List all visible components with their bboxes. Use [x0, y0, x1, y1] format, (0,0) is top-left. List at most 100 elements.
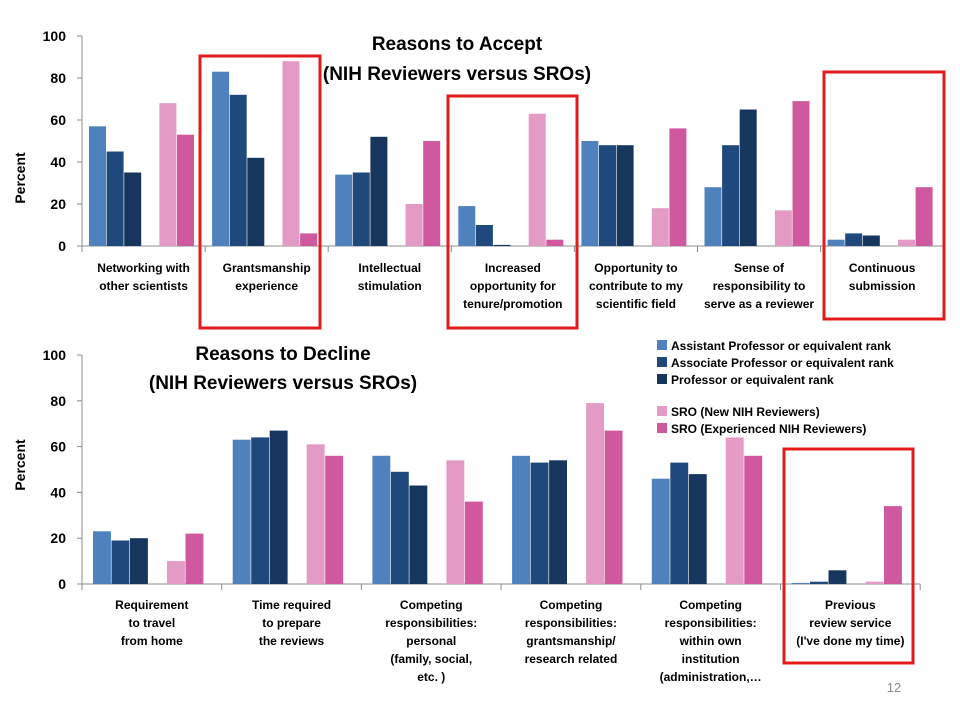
- category-label: serve as a reviewer: [704, 297, 814, 311]
- bar: [390, 471, 409, 584]
- category-label: Continuous: [849, 261, 916, 275]
- bar: [458, 206, 476, 246]
- bar: [739, 109, 757, 246]
- category-label: tenure/promotion: [463, 297, 562, 311]
- bar: [352, 172, 370, 246]
- legend-swatch: [657, 406, 667, 416]
- category-label: Competing: [400, 598, 463, 612]
- chart-title-line: (NIH Reviewers versus SROs): [323, 64, 591, 85]
- chart-title-line: Reasons to Decline: [195, 344, 370, 365]
- page-number: 12: [886, 680, 902, 695]
- bar: [464, 501, 483, 584]
- category-label: responsibilities:: [525, 616, 617, 630]
- bar: [599, 145, 616, 246]
- y-tick-label: 0: [58, 238, 66, 254]
- bar: [688, 474, 707, 584]
- bar: [493, 244, 511, 246]
- y-tick-label: 40: [50, 154, 66, 170]
- category-label: contribute to my: [589, 279, 683, 293]
- bar: [251, 437, 270, 584]
- category-label: from home: [121, 634, 183, 648]
- bar: [865, 581, 884, 584]
- y-tick-label: 40: [50, 484, 66, 500]
- legend-swatch: [657, 423, 667, 433]
- category-label: scientific field: [596, 297, 676, 311]
- category-label: institution: [682, 652, 740, 666]
- chart-accept: Reasons to Accept (NIH Reviewers versus S…: [12, 28, 946, 330]
- chart-title-line: (NIH Reviewers versus SROs): [149, 373, 417, 394]
- legend-swatch: [657, 374, 667, 384]
- category-label: other scientists: [99, 279, 188, 293]
- bar: [744, 455, 763, 584]
- highlight-box: [782, 447, 915, 665]
- category-label: Competing: [679, 598, 742, 612]
- bar: [212, 71, 230, 246]
- category-label: submission: [849, 279, 916, 293]
- legend-swatch: [657, 357, 667, 367]
- category-label: responsibilities:: [385, 616, 477, 630]
- bar: [124, 172, 142, 246]
- chart-title-line: Reasons to Accept: [372, 34, 543, 55]
- category-label: responsibility to: [713, 279, 806, 293]
- legend-swatch: [657, 340, 667, 350]
- bar: [306, 444, 325, 584]
- y-axis-label: Percent: [12, 152, 28, 204]
- bar: [549, 460, 567, 584]
- y-tick-label: 0: [58, 576, 66, 592]
- bar: [106, 151, 124, 246]
- bar: [405, 204, 423, 246]
- bar: [828, 570, 847, 584]
- bar: [898, 239, 915, 246]
- bar: [409, 485, 428, 584]
- y-tick-label: 100: [43, 347, 67, 363]
- category-label: (administration,…: [660, 670, 762, 684]
- category-label: (I've done my time): [796, 634, 904, 648]
- bar: [774, 210, 792, 246]
- category-label: Increased: [485, 261, 541, 275]
- bar: [89, 126, 106, 246]
- category-label: experience: [235, 279, 298, 293]
- category-label: Intellectual: [358, 261, 421, 275]
- bar: [423, 141, 441, 246]
- bar: [229, 94, 247, 246]
- bar: [704, 187, 722, 246]
- bar: [669, 128, 687, 246]
- y-tick-label: 80: [50, 70, 66, 86]
- bar: [130, 538, 148, 584]
- legend-label: SRO (Experienced NIH Reviewers): [671, 422, 866, 436]
- highlight-box: [822, 70, 946, 321]
- category-label: the reviews: [259, 634, 325, 648]
- bar: [167, 561, 185, 584]
- bar: [177, 134, 194, 246]
- bar: [512, 455, 530, 584]
- bar: [159, 103, 177, 246]
- category-label: Opportunity to: [594, 261, 677, 275]
- bar: [722, 145, 740, 246]
- bar: [915, 187, 933, 246]
- bar: [93, 531, 111, 584]
- bar: [616, 145, 634, 246]
- bar: [232, 439, 251, 584]
- bar: [528, 113, 546, 246]
- bar: [791, 582, 810, 584]
- category-label: to prepare: [262, 616, 321, 630]
- highlight-box: [446, 94, 579, 330]
- category-label: Time required: [252, 598, 331, 612]
- bar: [111, 540, 130, 584]
- bar: [862, 235, 880, 246]
- y-tick-label: 20: [50, 196, 66, 212]
- bar: [651, 208, 669, 246]
- bar: [581, 141, 599, 246]
- bar: [370, 136, 388, 246]
- category-label: personal: [406, 634, 456, 648]
- bar: [845, 233, 863, 246]
- category-label: Requirement: [115, 598, 188, 612]
- category-label: Competing: [540, 598, 603, 612]
- category-label: within own: [679, 634, 742, 648]
- legend-label: SRO (New NIH Reviewers): [671, 405, 820, 419]
- legend-label: Assistant Professor or equivalent rank: [671, 339, 891, 353]
- bar: [269, 430, 288, 584]
- category-label: Sense of: [734, 261, 785, 275]
